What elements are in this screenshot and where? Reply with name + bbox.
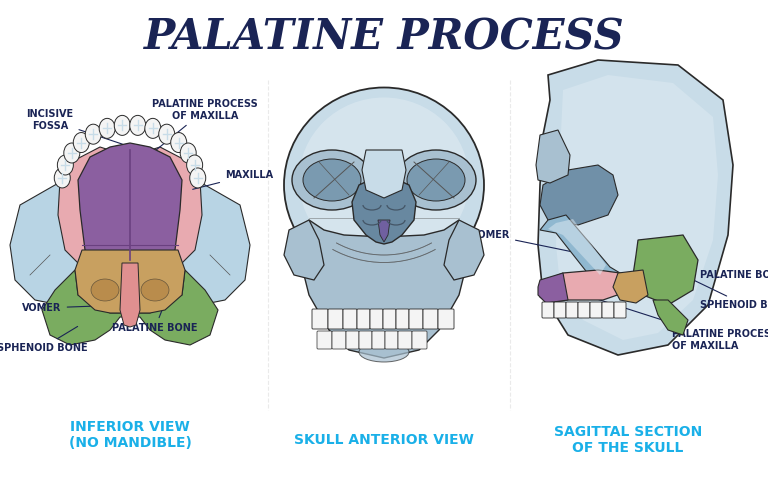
Text: PALATINE BONE: PALATINE BONE — [641, 270, 768, 287]
Polygon shape — [75, 250, 185, 313]
Text: MAXILLA: MAXILLA — [193, 170, 273, 189]
Ellipse shape — [55, 168, 70, 188]
Polygon shape — [540, 215, 620, 287]
Polygon shape — [120, 263, 140, 327]
Polygon shape — [10, 175, 85, 305]
FancyBboxPatch shape — [412, 331, 427, 349]
Ellipse shape — [190, 168, 206, 188]
FancyBboxPatch shape — [372, 331, 385, 349]
Text: PALATINE PROCESS: PALATINE PROCESS — [144, 17, 624, 59]
Polygon shape — [540, 270, 623, 303]
Ellipse shape — [91, 279, 119, 301]
FancyBboxPatch shape — [317, 331, 332, 349]
Ellipse shape — [58, 155, 74, 175]
Polygon shape — [362, 150, 406, 198]
Ellipse shape — [299, 97, 469, 263]
Text: SAGITTAL SECTION
OF THE SKULL: SAGITTAL SECTION OF THE SKULL — [554, 425, 702, 455]
Ellipse shape — [64, 143, 80, 163]
Text: PALATINE BONE: PALATINE BONE — [112, 298, 197, 333]
Text: VOMER: VOMER — [471, 230, 575, 252]
FancyBboxPatch shape — [357, 309, 370, 329]
Polygon shape — [444, 220, 484, 280]
Polygon shape — [78, 143, 182, 265]
FancyBboxPatch shape — [370, 309, 383, 329]
FancyBboxPatch shape — [396, 309, 409, 329]
Ellipse shape — [99, 119, 115, 138]
Ellipse shape — [303, 159, 361, 201]
FancyBboxPatch shape — [328, 309, 343, 329]
Polygon shape — [653, 300, 688, 335]
Polygon shape — [540, 165, 618, 225]
FancyBboxPatch shape — [312, 309, 328, 329]
Text: PALATINE PROCESS
OF MAXILLA: PALATINE PROCESS OF MAXILLA — [152, 99, 258, 153]
Polygon shape — [548, 219, 606, 275]
Polygon shape — [613, 270, 648, 303]
Polygon shape — [378, 220, 390, 242]
FancyBboxPatch shape — [332, 331, 346, 349]
FancyBboxPatch shape — [590, 302, 602, 318]
FancyBboxPatch shape — [566, 302, 578, 318]
FancyBboxPatch shape — [346, 331, 359, 349]
Text: INCISIVE
FOSSA: INCISIVE FOSSA — [26, 109, 122, 144]
Text: SPHENOID BONE: SPHENOID BONE — [686, 276, 768, 310]
Text: INFERIOR VIEW
(NO MANDIBLE): INFERIOR VIEW (NO MANDIBLE) — [68, 420, 191, 450]
Polygon shape — [538, 60, 733, 355]
Ellipse shape — [407, 159, 465, 201]
Ellipse shape — [85, 124, 101, 144]
Ellipse shape — [180, 143, 196, 163]
Ellipse shape — [73, 132, 89, 153]
FancyBboxPatch shape — [602, 302, 614, 318]
Ellipse shape — [284, 87, 484, 283]
Ellipse shape — [396, 150, 476, 210]
FancyBboxPatch shape — [554, 302, 566, 318]
Text: VOMER: VOMER — [22, 303, 122, 313]
FancyBboxPatch shape — [409, 309, 423, 329]
Polygon shape — [58, 147, 125, 270]
Ellipse shape — [141, 279, 169, 301]
Ellipse shape — [130, 115, 146, 135]
Polygon shape — [284, 220, 324, 280]
Polygon shape — [556, 75, 718, 340]
Polygon shape — [536, 130, 570, 183]
FancyBboxPatch shape — [423, 309, 438, 329]
Ellipse shape — [145, 119, 161, 138]
FancyBboxPatch shape — [614, 302, 626, 318]
Text: PALATINE PROCESS
OF MAXILLA: PALATINE PROCESS OF MAXILLA — [581, 294, 768, 351]
Polygon shape — [42, 270, 218, 345]
FancyBboxPatch shape — [542, 302, 554, 318]
Ellipse shape — [170, 132, 187, 153]
Text: SKULL ANTERIOR VIEW: SKULL ANTERIOR VIEW — [294, 433, 474, 447]
FancyBboxPatch shape — [385, 331, 398, 349]
Polygon shape — [299, 220, 469, 358]
FancyBboxPatch shape — [578, 302, 590, 318]
Ellipse shape — [187, 155, 203, 175]
Polygon shape — [175, 175, 250, 305]
FancyBboxPatch shape — [398, 331, 412, 349]
Polygon shape — [538, 273, 568, 303]
Ellipse shape — [359, 342, 409, 362]
Ellipse shape — [292, 150, 372, 210]
Polygon shape — [135, 147, 202, 270]
FancyBboxPatch shape — [359, 331, 372, 349]
FancyBboxPatch shape — [343, 309, 357, 329]
Ellipse shape — [159, 124, 175, 144]
FancyBboxPatch shape — [383, 309, 396, 329]
FancyBboxPatch shape — [438, 309, 454, 329]
Polygon shape — [352, 176, 416, 244]
Text: SPHENOID BONE: SPHENOID BONE — [0, 326, 88, 353]
Ellipse shape — [114, 115, 131, 135]
Polygon shape — [633, 235, 698, 305]
